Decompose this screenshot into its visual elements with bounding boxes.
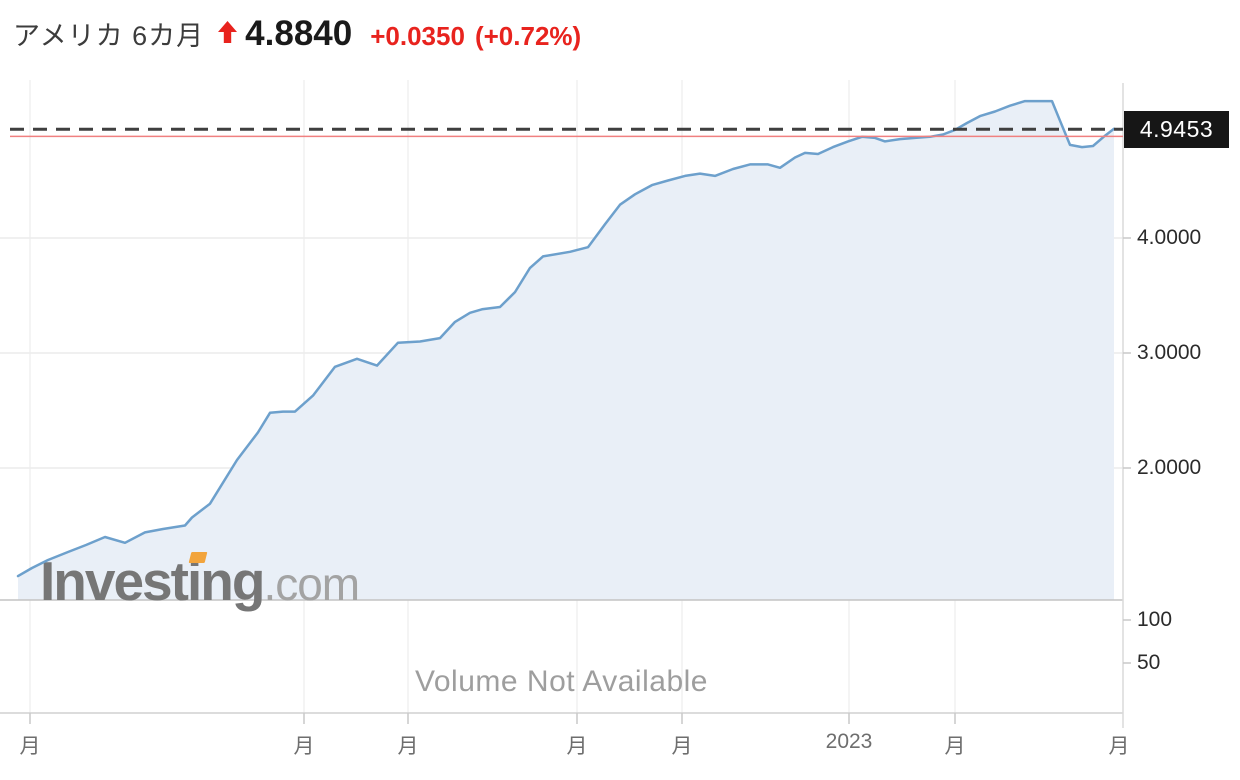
investing-logo-com: .com — [263, 558, 360, 610]
y-axis-label: 2.0000 — [1137, 456, 1202, 479]
volume-axis-label: 100 — [1137, 608, 1173, 631]
instrument-title: アメリカ 6カ月 — [13, 21, 205, 51]
investing-logo: Investing.com — [40, 549, 360, 613]
last-price: 4.8840 — [245, 14, 353, 53]
volume-axis-label: 50 — [1137, 651, 1161, 674]
y-axis-label: 3.0000 — [1137, 341, 1202, 364]
volume-unavailable-message: Volume Not Available — [415, 665, 708, 698]
price-change: +0.0350 — [370, 21, 465, 51]
last-value-text: 4.9453 — [1139, 115, 1214, 142]
up-arrow-icon — [218, 21, 238, 48]
investing-logo-text: Investing — [40, 550, 265, 612]
quote-header: アメリカ 6カ月 4.8840 +0.0350 (+0.72%) — [13, 14, 581, 54]
price-line — [16, 99, 1116, 578]
y-axis-label: 4.0000 — [1137, 226, 1202, 249]
price-change-percent: (+0.72%) — [474, 21, 582, 51]
area-fill — [18, 101, 1114, 600]
last-value-axis-tag: 4.9453 — [1124, 110, 1229, 148]
